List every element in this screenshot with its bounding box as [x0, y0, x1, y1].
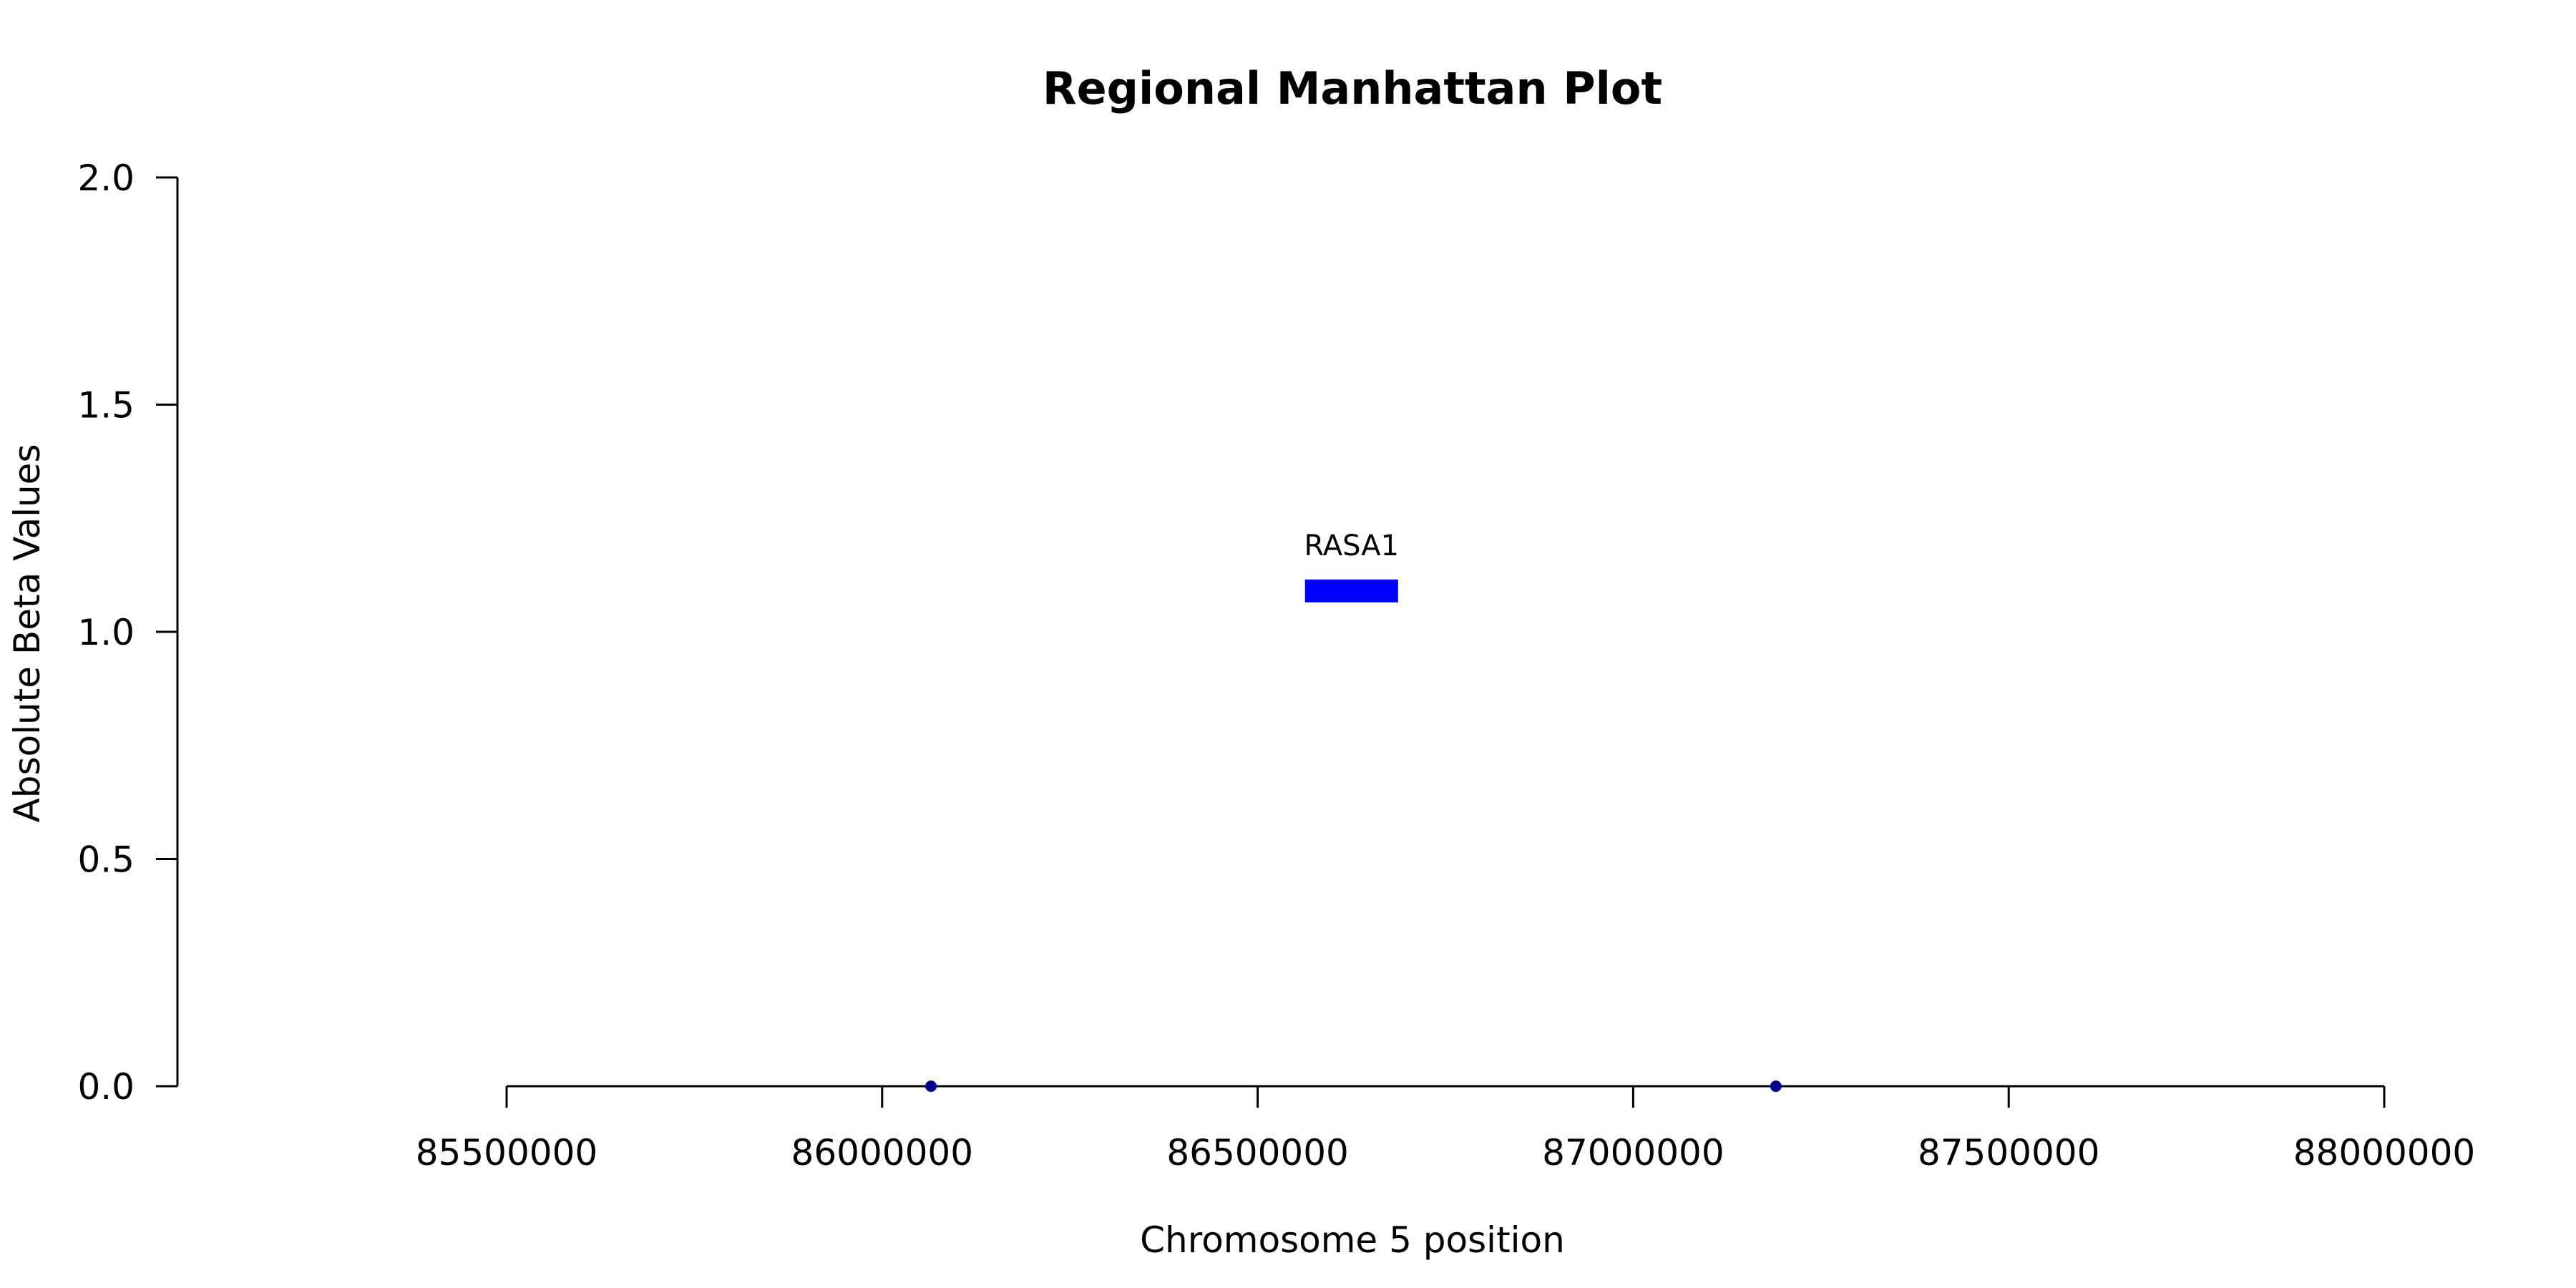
y-tick-label: 1.0 [77, 612, 135, 653]
y-axis-ticks: 0.0 0.5 1.0 1.5 2.0 [77, 157, 177, 1108]
chart-title: Regional Manhattan Plot [1043, 62, 1662, 114]
gene-bar-rasa1 [1304, 579, 1398, 602]
x-tick-label: 88000000 [2293, 1132, 2476, 1174]
data-points [925, 1080, 1782, 1092]
gene-label-rasa1: RASA1 [1304, 530, 1399, 562]
x-tick-label: 85500000 [416, 1132, 598, 1174]
x-tick-label: 86500000 [1166, 1132, 1349, 1174]
x-tick-label: 87000000 [1542, 1132, 1724, 1174]
x-tick-label: 86000000 [791, 1132, 974, 1174]
y-tick-label: 1.5 [77, 385, 135, 426]
data-point [925, 1080, 937, 1092]
data-point [1770, 1080, 1782, 1092]
y-tick-label: 0.5 [77, 839, 135, 881]
gene-annotations: RASA1 [1304, 530, 1399, 602]
x-tick-label: 87500000 [1918, 1132, 2100, 1174]
y-axis-label: Absolute Beta Values [6, 444, 48, 823]
x-axis-label: Chromosome 5 position [1140, 1219, 1565, 1261]
y-tick-label: 2.0 [77, 157, 135, 199]
y-tick-label: 0.0 [77, 1066, 135, 1108]
x-axis-ticks: 85500000 86000000 86500000 87000000 87500000… [416, 1086, 2476, 1174]
